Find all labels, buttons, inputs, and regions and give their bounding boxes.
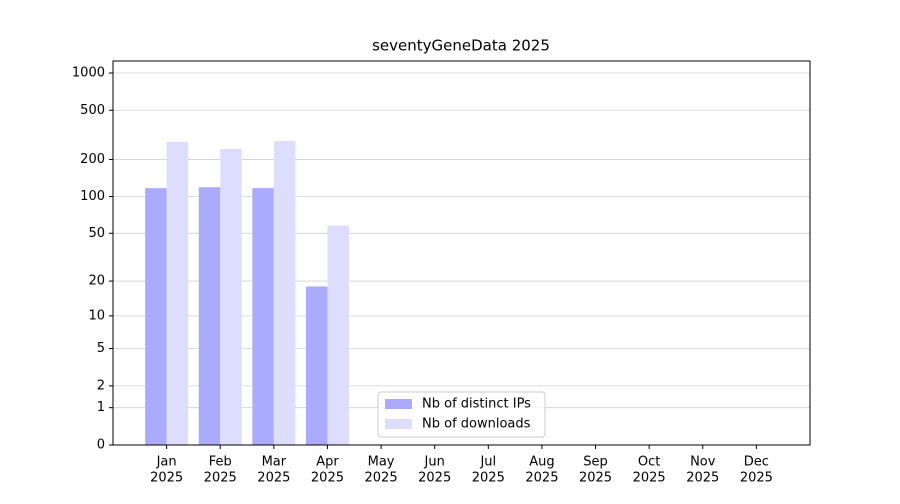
x-tick-label: Apr [316, 455, 339, 470]
legend-label: Nb of downloads [422, 417, 531, 432]
y-tick-label: 1 [97, 400, 105, 415]
x-tick-label: 2025 [740, 471, 773, 486]
bar [198, 187, 221, 445]
bar [273, 141, 296, 445]
x-tick-label: Oct [638, 455, 660, 470]
legend: Nb of distinct IPs Nb of downloads [377, 391, 546, 438]
bar [145, 188, 167, 445]
legend-label: Nb of distinct IPs [422, 397, 531, 412]
y-tick-label: 0 [97, 438, 105, 453]
y-tick-label: 5 [97, 341, 105, 356]
y-tick-label: 50 [88, 226, 105, 241]
bar [252, 188, 274, 445]
x-tick-label: 2025 [472, 471, 505, 486]
y-tick-label: 500 [80, 103, 105, 118]
legend-frame [377, 391, 546, 438]
x-tick-label: 2025 [579, 471, 612, 486]
x-tick-label: 2025 [257, 471, 290, 486]
x-tick-label: Jan [156, 455, 177, 470]
legend-swatch [385, 419, 412, 429]
x-tick-label: 2025 [204, 471, 237, 486]
x-tick-label: 2025 [525, 471, 558, 486]
bar [220, 149, 242, 446]
x-tick-label: Mar [262, 455, 287, 470]
x-tick-label: Aug [529, 455, 554, 470]
x-tick-label: Sep [583, 455, 608, 470]
bar [305, 286, 328, 445]
chart-title: seventyGeneData 2025 [372, 37, 550, 55]
legend-swatch [385, 399, 412, 409]
x-tick-label: Jul [479, 455, 496, 470]
y-tick-label: 100 [80, 189, 105, 204]
x-tick-label: 2025 [418, 471, 451, 486]
x-tick-label: Nov [690, 455, 716, 470]
x-tick-label: 2025 [311, 471, 344, 486]
x-tick-label: Dec [744, 455, 769, 470]
x-tick-label: 2025 [150, 471, 183, 486]
x-tick-label: May [368, 455, 395, 470]
bar [166, 141, 189, 445]
x-tick-label: 2025 [365, 471, 398, 486]
y-tick-label: 200 [80, 152, 105, 167]
y-tick-label: 20 [88, 274, 105, 289]
bar [327, 225, 349, 445]
axes-frame [112, 60, 811, 446]
x-tick-label: 2025 [633, 471, 666, 486]
y-tick-label: 10 [88, 308, 105, 323]
y-tick-label: 1000 [72, 66, 105, 81]
x-tick-label: Jun [424, 455, 445, 470]
x-tick-label: Feb [209, 455, 232, 470]
x-tick-label: 2025 [686, 471, 719, 486]
y-tick-label: 2 [97, 378, 105, 393]
